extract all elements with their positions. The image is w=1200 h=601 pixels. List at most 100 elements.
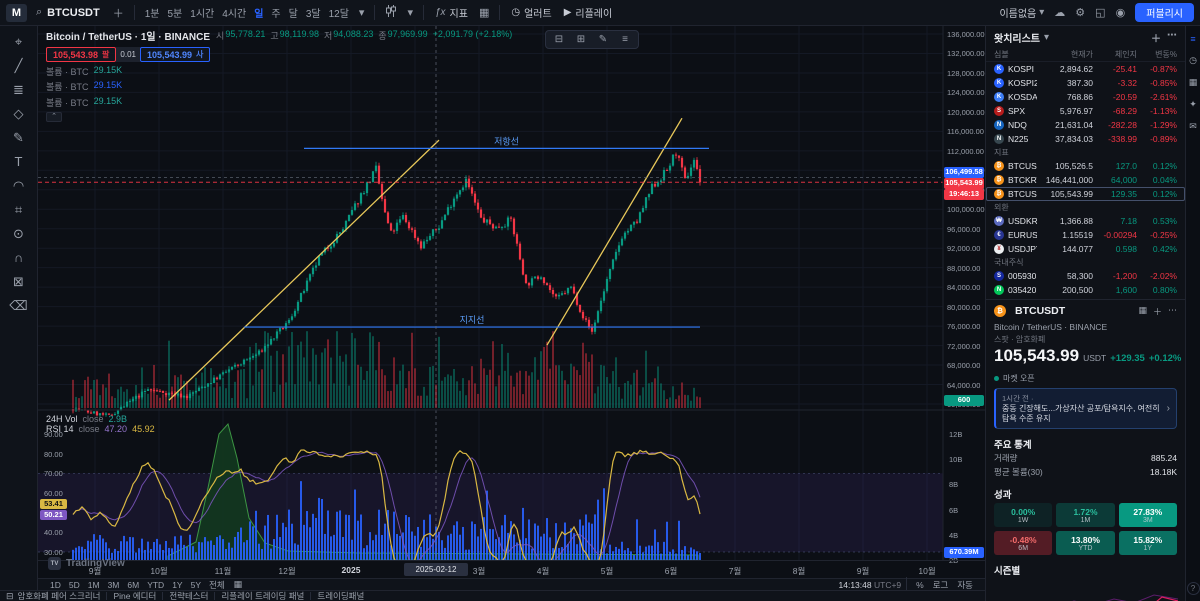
pattern-tool-icon[interactable]: ◇ [5,102,33,125]
range-YTD[interactable]: YTD [143,580,168,590]
crosshair-tool-icon[interactable]: ⌖ [5,30,33,53]
watchlist-row-005930[interactable]: S 005930 58,300 -1,200 -2.02% [986,269,1185,283]
watchlist-row-BTCUSD.P[interactable]: ₿ BTCUSD.P 105,526.5 127.0 0.12% [986,159,1185,173]
timeframe-달[interactable]: 달 [285,3,302,22]
watchlist-row-BTCKRW[interactable]: ₿ BTCKRW 146,441,000 64,000 0.04% [986,173,1185,187]
perf-tile-1W[interactable]: 0.00% 1W [994,503,1053,527]
layout-name-button[interactable]: 이름없음 ▾ [995,5,1048,20]
timeframe-일[interactable]: 일 [250,3,267,22]
timeframe-1시간[interactable]: 1시간 [186,3,218,22]
sell-button[interactable]: 105,543.98 팔 [46,47,117,62]
bottom-panel-toggle-icon[interactable]: ⊟ [6,590,14,601]
watchlist-panel-icon[interactable]: ≡ [1187,32,1200,45]
text-tool-icon[interactable]: T [5,150,33,173]
watchlist-row-KOSDAQ[interactable]: K KOSDAQ 768.86 -20.59 -2.61% [986,90,1185,104]
indicator-templates-icon[interactable]: ▦ [475,4,493,21]
volume-indicator-row[interactable]: 볼륨 · BTC 29.15K [46,95,123,108]
detail-symbol[interactable]: BTCUSDT [1015,305,1066,317]
watchlist-row-BTCUSDT[interactable]: ₿ BTCUSDT 105,543.99 129.35 0.12% [986,187,1185,201]
fib-tool-icon[interactable]: ≣ [5,78,33,101]
log-scale-button[interactable]: 로그 [929,579,953,591]
detail-add-icon[interactable]: ＋ [1152,306,1162,317]
tab-3[interactable]: 리플레이 트레이딩 패널 [221,591,305,601]
range-1M[interactable]: 1M [84,580,104,590]
publish-button[interactable]: 퍼블리시 [1135,3,1194,22]
trendline-tool-icon[interactable]: ╱ [5,54,33,77]
arc-tool-icon[interactable]: ◠ [5,174,33,197]
auto-scale-button[interactable]: 자동 [953,579,977,591]
volume-indicator-row[interactable]: 볼륨 · BTC 29.15K [46,64,123,77]
tab-2[interactable]: 전략테스터 [169,591,209,601]
trendline[interactable] [546,117,683,346]
magnet-tool-icon[interactable]: ∩ [5,246,33,269]
percent-scale-button[interactable]: % [912,580,928,590]
screenshot-camera-icon[interactable]: ◉ [1112,4,1130,21]
range-3M[interactable]: 3M [104,580,124,590]
timeframe-3달[interactable]: 3달 [302,3,325,22]
ideas-panel-icon[interactable]: ✦ [1187,98,1200,111]
rsi-indicator-legend[interactable]: RSI 14 close 47.20 45.92 [46,424,155,434]
watchlist-column-0[interactable]: 심볼 [994,50,1009,59]
timeframe-4시간[interactable]: 4시간 [218,3,250,22]
cloud-save-icon[interactable]: ☁ [1050,4,1069,21]
perf-tile-3M[interactable]: 27.83% 3M [1118,503,1177,527]
perf-tile-6M[interactable]: -0.48% 6M [994,531,1053,555]
range-5Y[interactable]: 5Y [187,580,205,590]
zoom-tool-icon[interactable]: ⊙ [5,222,33,245]
news-panel-icon[interactable]: ✉ [1187,120,1200,133]
watchlist-row-SPX[interactable]: S SPX 5,976.97 -68.29 -1.13% [986,104,1185,118]
volume-indicator-row[interactable]: 볼륨 · BTC 29.15K [46,80,123,92]
perf-tile-YTD[interactable]: 13.80% YTD [1056,531,1115,555]
tab-1[interactable]: Pine 에디터 [113,591,157,601]
main-menu-button[interactable]: M [6,3,27,22]
timeframe-dropdown-icon[interactable]: ▾ [355,4,369,21]
watchlist-menu-icon[interactable]: ⋯ [1167,29,1177,41]
watchlist-row-NDQ[interactable]: N NDQ 21,631.04 -282.28 -1.29% [986,118,1185,132]
float-grid-icon[interactable]: ⊞ [572,32,590,47]
tab-0[interactable]: 암호화폐 페어 스크리너 [17,591,101,601]
chart-symbol-title[interactable]: Bitcoin / TetherUS · 1일 · BINANCE [46,32,211,43]
timeframe-1분[interactable]: 1분 [141,3,164,22]
measure-tool-icon[interactable]: ⌗ [5,198,33,221]
watchlist-row-USDKRW[interactable]: ₩ USDKRW 1,366.88 7.18 0.53% [986,214,1185,228]
symbol-search[interactable]: ⌕ BTCUSDT [29,6,107,19]
range-5D[interactable]: 5D [65,580,84,590]
range-6M[interactable]: 6M [123,580,143,590]
remove-drawings-icon[interactable]: ⌫ [5,294,33,317]
perf-tile-1Y[interactable]: 15.82% 1Y [1118,531,1177,555]
watchlist-row-EURUSD[interactable]: € EURUSD 1.15519 -0.00294 -0.25% [986,228,1185,242]
watchlist-add-icon[interactable]: ＋ [1151,33,1161,45]
watchlist-row-N225[interactable]: N N225 37,834.03 -338.99 -0.89% [986,132,1185,146]
watchlist-row-KOSPI[interactable]: K KOSPI 2,894.62 -25.41 -0.87% [986,62,1185,76]
brush-tool-icon[interactable]: ✎ [5,126,33,149]
watchlist-header[interactable]: 왓치리스트 ▾ ＋ ⋯ [986,26,1185,48]
watchlist-column-3[interactable]: 변동% [1155,50,1177,59]
timeframe-5분[interactable]: 5분 [164,3,187,22]
chart-type-dropdown-icon[interactable]: ▾ [403,4,417,21]
timeframe-12달[interactable]: 12달 [325,3,353,22]
watchlist-row-KOSPI200[interactable]: K KOSPI200 387.30 -3.32 -0.85% [986,76,1185,90]
settings-gear-icon[interactable]: ⚙ [1071,4,1089,21]
float-list-icon[interactable]: ≡ [616,32,634,47]
float-layout-icon[interactable]: ⊟ [550,32,568,47]
watchlist-column-2[interactable]: 체인지 [1114,50,1137,59]
legend-collapse-button[interactable]: ⌃ [46,111,62,122]
detail-grid-icon[interactable]: ▦ [1138,304,1147,315]
add-symbol-icon[interactable]: ＋ [109,3,128,23]
alert-button[interactable]: ◷ 얼러트 [506,3,556,22]
tab-4[interactable]: 트레이딩패널 [317,591,365,601]
timeframe-주[interactable]: 주 [267,3,284,22]
calendar-panel-icon[interactable]: ▦ [1187,76,1200,89]
price-axis[interactable]: 136,000.00 132,000.00 128,000.00 124,000.00… [943,26,985,565]
range-1D[interactable]: 1D [46,580,65,590]
detail-more-icon[interactable]: ⋯ [1168,304,1177,315]
hide-drawings-icon[interactable]: ⊠ [5,270,33,293]
clock[interactable]: 14:13:48 UTC+9 [839,580,902,590]
trendline[interactable] [168,139,440,401]
replay-button[interactable]: ▶ 리플레이 [559,3,618,22]
vol-indicator-legend[interactable]: 24H Vol close 2.9B [46,414,127,424]
goto-date-icon[interactable]: ▦ [230,579,247,590]
time-axis[interactable]: 2025-02-12 9월10월11월12월20252월3월4월5월6월7월8월… [38,560,985,578]
buy-button[interactable]: 105,543.99 사 [140,47,211,62]
